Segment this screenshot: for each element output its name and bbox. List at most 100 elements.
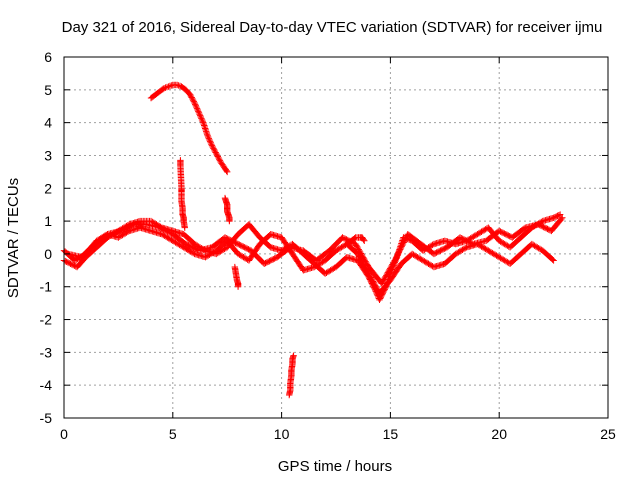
data-point-peak-arc-14-4	[211, 147, 219, 155]
data-point-track-c-24-10	[386, 266, 393, 274]
data-point-track-a-25-6	[330, 265, 337, 272]
data-point-peak-arc-11	[195, 109, 203, 116]
series-spike-5.4h	[177, 157, 188, 231]
data-point-track-c-22-6	[356, 248, 364, 256]
data-point-dip-10.4h-6-2	[290, 353, 297, 360]
data-point-track-c-37-10	[558, 215, 565, 223]
data-point-track-c-13-8	[245, 246, 252, 253]
data-point-spike-8h-3-2	[234, 282, 242, 289]
data-point-track-c-25	[391, 257, 398, 264]
data-point-cluster-13.5h-1-2	[350, 235, 357, 243]
data-point-track-a-19-8	[265, 242, 272, 249]
x-tick-label-3: 15	[383, 426, 399, 442]
data-point-track-c-31-8	[481, 237, 488, 245]
data-point-peak-arc-10-6	[195, 108, 202, 115]
data-point-track-c-22-11	[360, 255, 368, 263]
data-point-peak-arc-9-1	[187, 92, 195, 100]
chart-title: Day 321 of 2016, Sidereal Day-to-day VTE…	[62, 19, 603, 36]
data-point-track-c-2-10	[103, 231, 110, 239]
data-point-track-c-24-14	[389, 261, 396, 268]
series-peak-arc	[147, 81, 231, 176]
data-point-track-b-24-8	[330, 249, 338, 256]
data-point-track-b-44-9	[549, 256, 556, 263]
data-point-track-c-25-10	[398, 243, 405, 250]
data-point-track-b-18-8	[265, 232, 272, 240]
data-point-peak-arc-13-3	[206, 136, 213, 144]
data-point-track-c-24-1	[379, 278, 386, 286]
data-point-track-c-34-9	[519, 226, 527, 233]
data-point-peak-arc-10	[191, 99, 198, 107]
data-point-peak-arc-3-2	[163, 83, 171, 91]
data-point-peak-arc-13-1	[205, 133, 212, 141]
data-point-peak-arc-10-3	[193, 103, 200, 111]
y-axis-label: SDTVAR / TECUs	[5, 178, 22, 298]
data-point-track-b-22-7	[309, 264, 317, 271]
data-point-track-b-30-11	[396, 263, 403, 270]
data-point-track-b-9-6	[166, 235, 174, 243]
data-point-peak-arc-15-3	[215, 154, 222, 162]
data-point-track-c-22-9	[359, 253, 366, 260]
data-point-track-c-15-8	[271, 255, 278, 262]
y-tick-label-7: 2	[44, 180, 52, 196]
series-spike-7.5h	[221, 194, 233, 225]
data-point-peak-arc-10-1	[191, 101, 199, 108]
data-point-track-c-24-11	[386, 265, 394, 272]
data-point-track-b-32-6	[417, 255, 424, 263]
data-point-track-b-8-7	[157, 230, 164, 238]
data-point-cluster-13.5h-0-2	[345, 239, 353, 246]
data-point-peak-arc-13-4	[206, 138, 214, 145]
data-point-track-b-7-7	[146, 227, 153, 234]
data-point-track-c-25-6	[395, 248, 403, 256]
data-point-track-a-0-3	[64, 259, 72, 266]
data-point-peak-arc-16-3	[220, 162, 227, 170]
y-tick-label-6: 1	[44, 213, 52, 229]
data-point-track-c-24-15	[390, 259, 397, 267]
data-point-track-c-25-4	[394, 251, 401, 259]
data-point-track-c-25-16	[402, 235, 409, 242]
data-point-peak-arc-11-6	[199, 118, 206, 125]
data-point-track-c-26-9	[415, 239, 422, 246]
data-point-track-c-16-9	[284, 245, 292, 253]
data-point-peak-arc-4	[165, 83, 172, 90]
data-point-track-c-22-4	[355, 246, 362, 253]
data-point-track-c-24-2	[380, 277, 387, 284]
data-point-track-c-25-2	[392, 254, 400, 261]
y-tick-label-10: 5	[44, 82, 52, 98]
data-point-peak-arc-14	[208, 142, 216, 149]
data-point-peak-arc-11-3	[197, 113, 204, 121]
data-point-track-b-11-6	[188, 249, 196, 256]
data-point-track-c-24-5	[382, 273, 389, 280]
data-point-track-c-19-9	[323, 249, 331, 256]
data-point-spike-5.4h-8-4	[181, 223, 188, 230]
data-point-peak-arc-17-2	[223, 167, 230, 174]
data-point-peak-arc-4-1	[166, 82, 174, 90]
x-tick-label-2: 10	[274, 426, 290, 442]
data-point-peak-arc-9-2	[188, 94, 195, 101]
data-point-track-c-22-15	[363, 261, 371, 268]
data-point-peak-arc-1-2	[154, 89, 161, 97]
data-point-track-b-36-7	[462, 244, 469, 252]
x-axis-label: GPS time / hours	[278, 458, 392, 475]
data-point-track-c-2-9	[101, 232, 109, 240]
data-point-peak-arc-3-1	[162, 84, 169, 91]
data-point-track-c-22-1	[353, 242, 360, 249]
data-point-track-c-22-3	[354, 244, 362, 252]
data-point-peak-arc-15-4	[216, 156, 223, 163]
data-point-peak-arc-0-2	[150, 93, 157, 100]
data-point-track-c-22-10	[360, 254, 367, 261]
data-point-cluster-13.5h-4-2	[360, 236, 367, 243]
data-point-peak-arc-11-2	[196, 112, 204, 119]
data-point-track-b-5-6	[123, 229, 130, 236]
data-point-track-b-33-6	[428, 262, 435, 269]
data-point-peak-arc-13-5	[207, 139, 214, 146]
data-point-track-c-22-7	[357, 250, 365, 257]
data-points	[60, 81, 566, 399]
y-tick-label-3: -2	[40, 312, 53, 328]
data-point-track-c-22-5	[356, 247, 363, 255]
series-dip-10.4h	[286, 352, 297, 399]
data-point-track-b-39-6	[493, 252, 500, 259]
data-point-track-a-37-6	[428, 242, 435, 249]
grid	[64, 57, 608, 418]
data-point-track-c-3-8	[115, 228, 123, 235]
x-tick-label-5: 25	[600, 426, 616, 442]
